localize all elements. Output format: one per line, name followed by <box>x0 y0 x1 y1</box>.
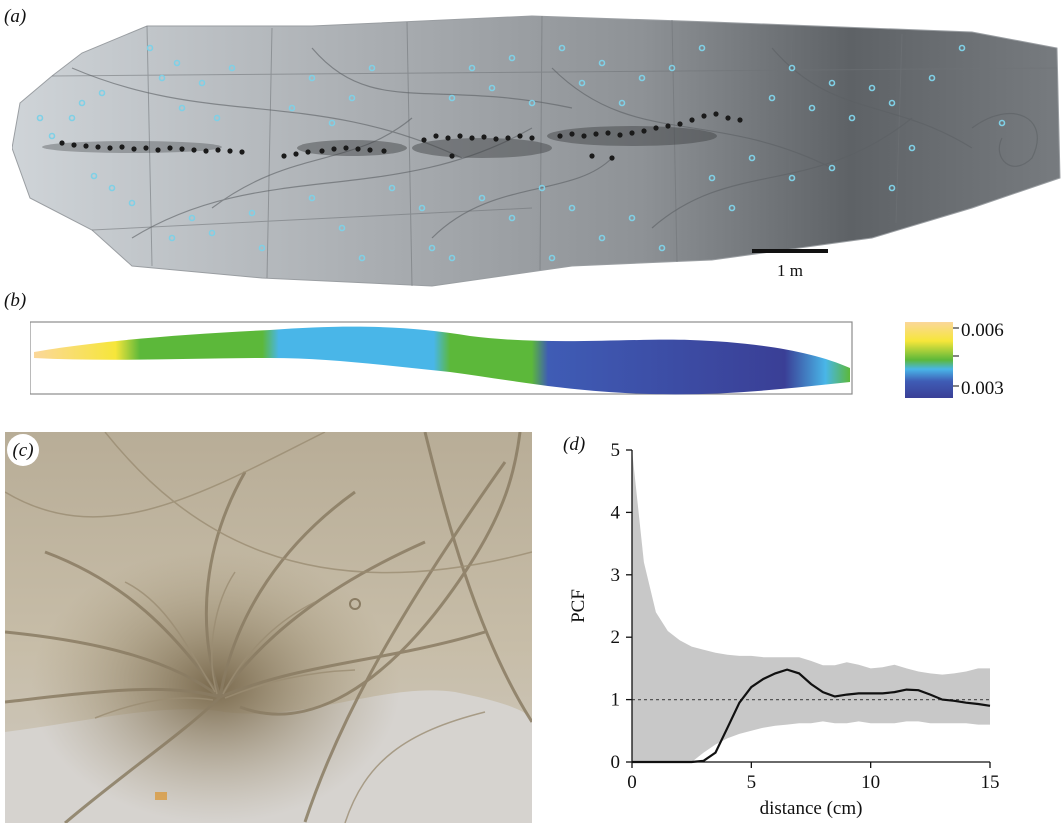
y-tick-label: 0 <box>611 752 621 773</box>
crown-location-dots <box>36 44 1006 262</box>
x-tick-label: 10 <box>861 772 880 793</box>
scale-bar: 1 m <box>752 249 828 280</box>
y-tick-label: 1 <box>611 690 621 711</box>
slab-outline <box>12 15 1061 287</box>
y-tick-label: 5 <box>611 440 621 461</box>
colorbar-min-label: 0.003 <box>961 378 1004 399</box>
colorbar-gradient <box>905 322 953 398</box>
x-axis-label: distance (cm) <box>760 798 863 819</box>
density-heat-strip <box>30 321 853 395</box>
fossil-mosaic-photo: 1 m <box>12 15 1061 287</box>
pcf-chart: 0 5 10 15 0 1 2 3 4 5 distance (cm) PCF <box>568 440 1000 819</box>
x-tick-label: 5 <box>747 772 757 793</box>
crinoid-arm-lines <box>71 47 1038 239</box>
colorbar-max-label: 0.006 <box>961 320 1004 341</box>
y-axis-label: PCF <box>568 589 589 623</box>
crinoid-closeup-photo: (c) <box>5 432 532 823</box>
pcf-axes: 0 5 10 15 0 1 2 3 4 5 <box>611 440 1000 793</box>
closeup-fine-arms <box>5 432 532 823</box>
x-tick-label: 15 <box>981 772 1000 793</box>
y-tick-label: 4 <box>611 502 621 523</box>
panel-label-b: (b) <box>4 290 27 311</box>
colorbar: 0.006 0.003 <box>903 320 1033 406</box>
panel-label-a: (a) <box>4 6 27 27</box>
heat-strip-band <box>34 326 850 395</box>
y-tick-label: 3 <box>611 565 621 586</box>
y-tick-label: 2 <box>611 627 621 648</box>
x-tick-label: 0 <box>627 772 637 793</box>
closeup-svg: (c) <box>5 432 532 823</box>
panel-label-c: (c) <box>12 440 33 461</box>
pcf-envelope-group <box>632 450 990 762</box>
colorbar-svg: 0.006 0.003 <box>905 320 1004 399</box>
scale-bar-label: 1 m <box>777 261 803 280</box>
stem-location-dots <box>59 111 743 161</box>
slab-tile-seams <box>51 15 1058 287</box>
pcf-envelope <box>632 450 990 762</box>
panel-label-d: (d) <box>563 434 586 455</box>
